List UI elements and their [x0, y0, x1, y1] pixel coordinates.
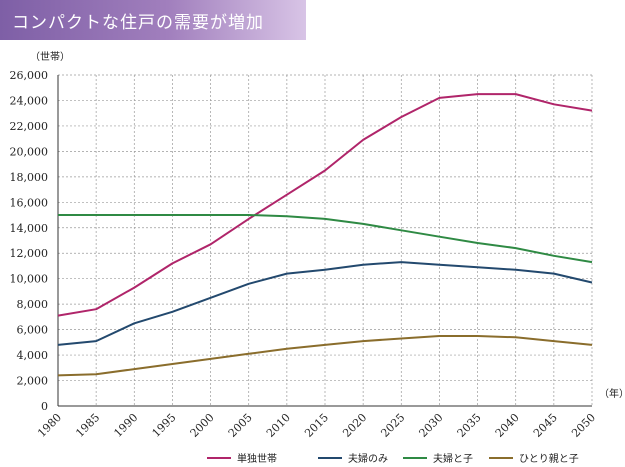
series-line-2: [57, 261, 593, 346]
y-tick-label: 6,000: [17, 324, 49, 337]
x-axis-label: （年）: [599, 387, 625, 400]
legend-label: 夫婦のみ: [348, 453, 388, 465]
series-line-1: [57, 93, 593, 317]
grid-lines: [58, 74, 593, 406]
x-tick-label: 2015: [302, 411, 331, 440]
legend-label: 単独世帯: [237, 452, 277, 465]
y-tick-label: 10,000: [10, 273, 49, 286]
x-tick-label: 2010: [264, 411, 293, 440]
legend: 単独世帯 夫婦のみ 夫婦と子 ひとり親と子: [207, 452, 579, 465]
series-line-4: [57, 335, 593, 377]
y-tick-label: 18,000: [10, 171, 49, 184]
y-tick-label: 24,000: [10, 94, 49, 107]
y-tick-label: 0: [41, 400, 48, 413]
y-tick-label: 22,000: [10, 120, 49, 133]
x-tick-label: 2050: [569, 411, 598, 440]
x-tick-label: 2020: [340, 411, 369, 440]
x-tick-label: 1995: [150, 411, 179, 440]
y-tick-label: 12,000: [10, 247, 49, 260]
x-tick-label: 1985: [73, 411, 102, 440]
x-tick-label: 2005: [226, 411, 255, 440]
series-lines: [57, 93, 593, 377]
y-axis-label: （世帯）: [30, 50, 70, 63]
x-tick-label: 2000: [188, 411, 217, 440]
x-tick-label: 2030: [417, 411, 446, 440]
chart-title: コンパクトな住戸の需要が増加: [12, 13, 264, 33]
legend-label: ひとり親と子: [519, 452, 579, 465]
y-tick-label: 14,000: [10, 222, 49, 235]
x-tick-label: 2025: [378, 411, 407, 440]
y-tick-label: 4,000: [17, 349, 49, 362]
y-tick-label: 20,000: [10, 145, 49, 158]
x-tick-label: 1990: [111, 411, 140, 440]
x-tick-label: 2035: [455, 411, 484, 440]
y-tick-label: 26,000: [10, 69, 49, 82]
axes: 0 2,000 4,000 6,000 8,000 10,000 12,000 14,000 1…: [10, 50, 625, 440]
title-banner: コンパクトな住戸の需要が増加: [0, 0, 306, 40]
legend-label: 夫婦と子: [433, 453, 473, 465]
y-tick-label: 2,000: [17, 375, 49, 388]
x-tick-label: 2045: [531, 411, 560, 440]
x-tick-label: 1980: [35, 411, 64, 440]
y-tick-label: 8,000: [17, 298, 49, 311]
x-tick-label: 2040: [493, 411, 522, 440]
series-line-3: [58, 214, 593, 264]
y-tick-label: 16,000: [10, 196, 49, 209]
